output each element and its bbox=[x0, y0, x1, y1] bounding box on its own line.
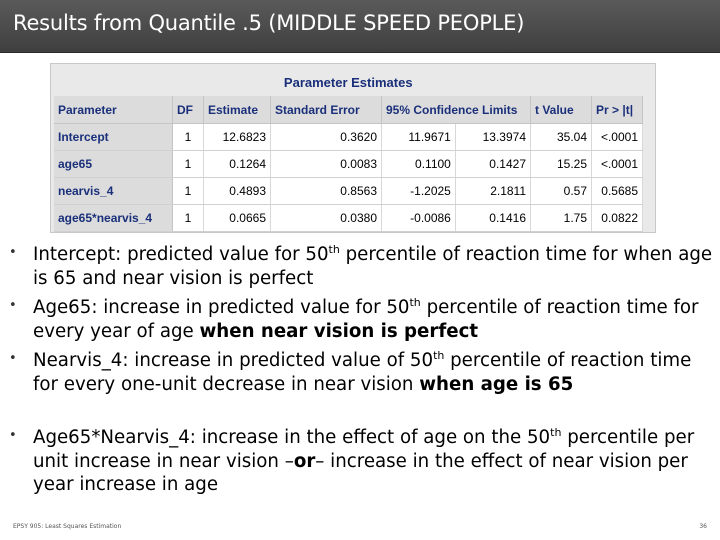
t-value-cell: 1.75 bbox=[530, 204, 592, 232]
col-header-t-value: t Value bbox=[530, 96, 592, 124]
bullet-text: Age65*Nearvis_4: increase in the effect … bbox=[33, 425, 695, 495]
bullet-text: Age65: increase in predicted value for 5… bbox=[33, 295, 699, 342]
bullet-marker: • bbox=[9, 351, 17, 366]
table-row: nearvis_4 1 0.4893 0.8563 -1.2025 2.1811… bbox=[54, 177, 643, 205]
table-row: Intercept 1 12.6823 0.3620 11.9671 13.39… bbox=[54, 123, 643, 151]
p-value-cell: <.0001 bbox=[591, 123, 643, 151]
param-name: nearvis_4 bbox=[54, 177, 173, 205]
lower-limit-cell: -1.2025 bbox=[381, 177, 456, 205]
page-number: 36 bbox=[699, 523, 707, 530]
bullet-marker: • bbox=[9, 298, 17, 313]
bullet-text: Nearvis_4: increase in predicted value o… bbox=[33, 348, 692, 395]
upper-limit-cell: 13.3974 bbox=[455, 123, 532, 151]
p-value-cell: 0.5685 bbox=[591, 177, 643, 205]
lower-limit-cell: 0.1100 bbox=[381, 150, 456, 178]
stderr-cell: 0.3620 bbox=[270, 123, 382, 151]
parameter-estimates-table: Parameter Estimates Parameter DF Estimat… bbox=[50, 63, 656, 233]
t-value-cell: 15.25 bbox=[530, 150, 592, 178]
lower-limit-cell: -0.0086 bbox=[381, 204, 456, 232]
t-value-cell: 35.04 bbox=[530, 123, 592, 151]
stderr-cell: 0.0083 bbox=[270, 150, 382, 178]
table-row: age65*nearvis_4 1 0.0665 0.0380 -0.0086 … bbox=[54, 204, 643, 232]
table-row: age65 1 0.1264 0.0083 0.1100 0.1427 15.2… bbox=[54, 150, 643, 178]
slide-title: Results from Quantile .5 (MIDDLE SPEED P… bbox=[13, 11, 525, 35]
bullet-marker: • bbox=[9, 245, 17, 260]
estimate-cell: 0.1264 bbox=[203, 150, 271, 178]
estimate-cell: 0.0665 bbox=[203, 204, 271, 232]
stderr-cell: 0.8563 bbox=[270, 177, 382, 205]
col-header-standard-error: Standard Error bbox=[270, 96, 382, 124]
p-value-cell: <.0001 bbox=[591, 150, 643, 178]
df-cell: 1 bbox=[172, 123, 204, 151]
col-header-p-value: Pr > |t| bbox=[591, 96, 643, 124]
df-cell: 1 bbox=[172, 150, 204, 178]
param-name: age65 bbox=[54, 150, 173, 178]
footer-course: EPSY 905: Least Squares Estimation bbox=[13, 523, 122, 530]
lower-limit-cell: 11.9671 bbox=[381, 123, 456, 151]
upper-limit-cell: 0.1416 bbox=[455, 204, 532, 232]
df-cell: 1 bbox=[172, 177, 204, 205]
title-bar: Results from Quantile .5 (MIDDLE SPEED P… bbox=[0, 0, 720, 53]
col-header-estimate: Estimate bbox=[203, 96, 271, 124]
param-name: Intercept bbox=[54, 123, 173, 151]
bullet-text: Intercept: predicted value for 50th perc… bbox=[33, 242, 713, 289]
param-name: age65*nearvis_4 bbox=[54, 204, 173, 232]
stderr-cell: 0.0380 bbox=[270, 204, 382, 232]
df-cell: 1 bbox=[172, 204, 204, 232]
estimate-cell: 12.6823 bbox=[203, 123, 271, 151]
bullet-marker: • bbox=[9, 428, 17, 443]
table-caption: Parameter Estimates bbox=[54, 68, 643, 96]
t-value-cell: 0.57 bbox=[530, 177, 592, 205]
estimates-table: Parameter Estimates Parameter DF Estimat… bbox=[54, 68, 643, 232]
upper-limit-cell: 2.1811 bbox=[455, 177, 532, 205]
estimate-cell: 0.4893 bbox=[203, 177, 271, 205]
upper-limit-cell: 0.1427 bbox=[455, 150, 532, 178]
table-header-row: Parameter DF Estimate Standard Error 95%… bbox=[54, 96, 643, 124]
col-header-confidence-limits: 95% Confidence Limits bbox=[381, 96, 531, 124]
col-header-parameter: Parameter bbox=[54, 96, 173, 124]
p-value-cell: 0.0822 bbox=[591, 204, 643, 232]
col-header-df: DF bbox=[172, 96, 204, 124]
